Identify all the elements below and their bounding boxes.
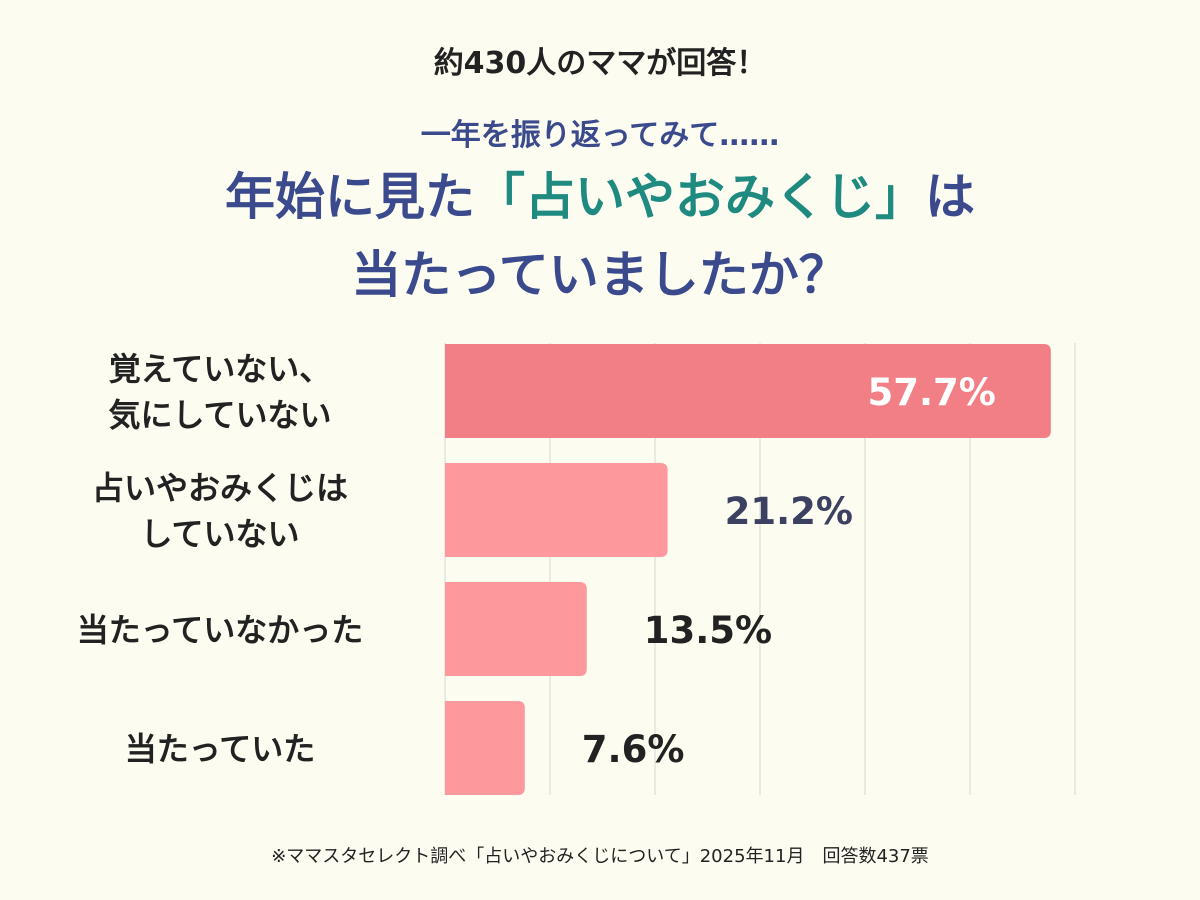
category-label: 気にしていない [108, 396, 331, 434]
title-post: は [925, 168, 975, 226]
category-label: 当たっていなかった [77, 611, 363, 649]
data-label: 13.5% [644, 609, 772, 652]
bar [445, 463, 668, 557]
title-accent: 「占いやおみくじ」 [475, 168, 925, 226]
source-note: ※ママスタセレクト調べ「占いやおみくじについて」2025年11月 回答数437票 [271, 846, 929, 867]
title-pre: 年始に見た [225, 168, 475, 226]
bar [445, 582, 587, 676]
survey-note: 約430人のママが回答！ [433, 46, 767, 81]
chart-title: 年始に見た「占いやおみくじ」は 当たっていましたか？ [0, 158, 1200, 314]
category-label: 覚えていない、 [109, 350, 331, 388]
data-label: 7.6% [582, 728, 685, 771]
data-label: 21.2% [725, 490, 853, 533]
category-label: 占いやおみくじは [92, 469, 348, 507]
title-line-2: 当たっていましたか？ [351, 246, 849, 304]
bar [445, 701, 525, 795]
category-label: していない [140, 515, 299, 553]
data-label: 57.7% [867, 371, 995, 414]
bar [445, 344, 1051, 438]
subtitle: 一年を振り返ってみて…… [420, 118, 780, 153]
title-line-1: 年始に見た「占いやおみくじ」は [0, 158, 1200, 236]
category-label: 当たっていた [125, 730, 315, 768]
